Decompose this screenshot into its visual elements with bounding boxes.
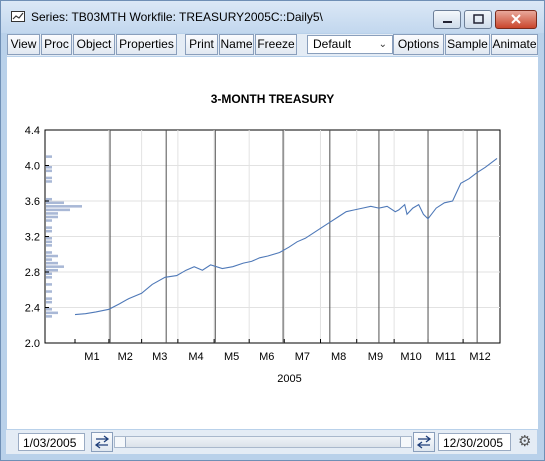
graph-area bbox=[7, 57, 538, 429]
slider-right-handle[interactable] bbox=[400, 437, 411, 447]
window-title: Series: TB03MTH Workfile: TREASURY2005C:… bbox=[31, 10, 323, 24]
y-tick-label: 3.2 bbox=[25, 232, 40, 244]
histogram-bar bbox=[46, 265, 64, 268]
histogram-bar bbox=[46, 300, 52, 304]
animate-button[interactable]: Animate bbox=[491, 34, 538, 55]
x-tick-label: M4 bbox=[188, 351, 203, 363]
histogram-bar bbox=[46, 240, 52, 244]
histogram-bar bbox=[46, 244, 52, 247]
y-tick-label: 2.4 bbox=[25, 303, 40, 315]
slider-left-handle[interactable] bbox=[115, 437, 126, 447]
y-tick-label: 2.8 bbox=[25, 267, 40, 279]
double-arrow-icon bbox=[416, 435, 432, 449]
histogram-bar bbox=[46, 166, 52, 169]
title-bar[interactable]: Series: TB03MTH Workfile: TREASURY2005C:… bbox=[1, 1, 544, 33]
close-icon bbox=[511, 14, 521, 24]
print-button[interactable]: Print bbox=[185, 34, 218, 55]
sample-button[interactable]: Sample bbox=[445, 34, 490, 55]
series-graph-icon bbox=[11, 11, 25, 22]
chart-title: 3-MONTH TREASURY bbox=[210, 92, 335, 106]
histogram-bar bbox=[46, 229, 52, 233]
histogram-bar bbox=[46, 212, 58, 215]
histogram-bar bbox=[46, 219, 52, 222]
histogram-bar bbox=[46, 205, 82, 208]
histogram-bar bbox=[46, 251, 52, 254]
chevron-down-icon: ⌄ bbox=[378, 39, 387, 50]
options-button[interactable]: Options bbox=[393, 34, 444, 55]
x-tick-label: M5 bbox=[224, 351, 239, 363]
histogram-bar bbox=[46, 258, 52, 261]
histogram-bar bbox=[46, 215, 58, 219]
x-tick-label: M12 bbox=[469, 351, 490, 363]
minimize-icon bbox=[443, 21, 452, 23]
histogram-bar bbox=[46, 283, 52, 286]
y-tick-label: 4.4 bbox=[25, 125, 40, 137]
histogram-bar bbox=[46, 155, 52, 158]
freeze-button[interactable]: Freeze bbox=[255, 34, 297, 55]
gear-icon[interactable]: ⚙ bbox=[518, 433, 532, 450]
series-line bbox=[74, 157, 498, 316]
histogram-bar bbox=[46, 197, 52, 201]
histogram-bar bbox=[46, 297, 52, 300]
y-tick-label: 2.0 bbox=[25, 338, 40, 350]
histogram-bar bbox=[46, 308, 52, 311]
double-arrow-icon bbox=[94, 435, 110, 449]
proc-button[interactable]: Proc bbox=[41, 34, 72, 55]
y-tick-label: 3.6 bbox=[25, 196, 40, 208]
frequency-select[interactable]: Default ⌄ bbox=[307, 35, 393, 54]
start-shift-button[interactable] bbox=[91, 432, 113, 452]
properties-button[interactable]: Properties bbox=[116, 34, 177, 55]
toolbar: View Proc Object Properties Print Name F… bbox=[7, 34, 538, 56]
maximize-icon bbox=[473, 14, 484, 24]
sample-slider[interactable] bbox=[114, 436, 412, 448]
x-tick-label: M9 bbox=[368, 351, 383, 363]
histogram-bar bbox=[46, 315, 52, 318]
name-button[interactable]: Name bbox=[219, 34, 254, 55]
histogram-bar bbox=[46, 180, 52, 183]
maximize-button[interactable] bbox=[464, 10, 492, 29]
x-tick-label: M1 bbox=[84, 351, 99, 363]
x-tick-label: M11 bbox=[435, 351, 456, 363]
y-tick-label: 4.0 bbox=[25, 161, 40, 173]
object-button[interactable]: Object bbox=[73, 34, 115, 55]
start-date-field[interactable]: 1/03/2005 bbox=[18, 433, 85, 451]
histogram-bar bbox=[46, 272, 52, 276]
x-axis-label: 2005 bbox=[277, 373, 301, 385]
histogram-bar bbox=[46, 276, 52, 279]
histogram-bar bbox=[46, 208, 70, 212]
x-tick-label: M10 bbox=[400, 351, 421, 363]
close-button[interactable] bbox=[495, 10, 537, 29]
x-tick-label: M2 bbox=[118, 351, 133, 363]
histogram-bar bbox=[46, 254, 58, 258]
x-tick-label: M3 bbox=[152, 351, 167, 363]
histogram-bar bbox=[46, 290, 52, 293]
histogram-bar bbox=[46, 268, 58, 272]
histogram-bar bbox=[46, 237, 52, 240]
view-button[interactable]: View bbox=[7, 34, 40, 55]
histogram-bar bbox=[46, 261, 58, 265]
histogram-bar bbox=[46, 201, 64, 205]
x-tick-label: M6 bbox=[259, 351, 274, 363]
end-shift-button[interactable] bbox=[413, 432, 435, 452]
histogram-bar bbox=[46, 311, 58, 315]
histogram-bar bbox=[46, 226, 52, 229]
end-date-field[interactable]: 12/30/2005 bbox=[438, 433, 511, 451]
minimize-button[interactable] bbox=[433, 10, 461, 29]
x-tick-label: M8 bbox=[331, 351, 346, 363]
frequency-select-value: Default bbox=[313, 37, 352, 51]
histogram-bar bbox=[46, 176, 52, 180]
histogram-bar bbox=[46, 169, 52, 173]
x-tick-label: M7 bbox=[295, 351, 310, 363]
